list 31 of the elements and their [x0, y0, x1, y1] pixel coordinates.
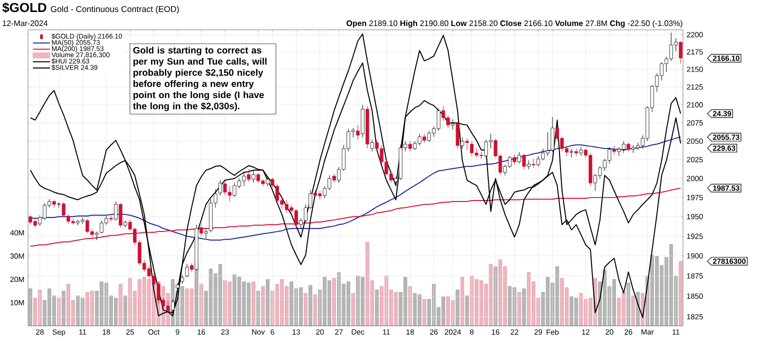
candlestick [370, 139, 374, 152]
candlestick [460, 137, 464, 149]
candlestick [114, 201, 118, 221]
candlestick [570, 148, 574, 158]
candlestick [218, 180, 222, 196]
candlestick [252, 170, 256, 183]
candlestick [579, 146, 583, 156]
candlestick [185, 264, 189, 278]
candlestick [204, 228, 208, 239]
candlestick [62, 202, 66, 217]
candlestick [408, 140, 412, 152]
candlestick [512, 154, 516, 166]
chart-subtitle: Gold - Continuous Contract (EOD) [50, 6, 179, 14]
candlestick [550, 116, 554, 152]
candlestick [678, 40, 682, 64]
chart-title: $GOLD [2, 2, 46, 13]
candlestick [118, 202, 122, 228]
candlestick [356, 124, 360, 140]
candlestick [451, 119, 455, 130]
annotation: Gold is starting to correct as per my Sun and Tue calls, will probably pierce $2,150 nicely before offering a new entry point on the long side (I have the long in the $2,030s). [133, 46, 266, 112]
candlestick [199, 224, 204, 237]
candlestick [176, 282, 180, 292]
candlestick [270, 177, 274, 188]
candlestick [246, 169, 250, 182]
candlestick [517, 152, 522, 164]
candlestick [109, 215, 113, 222]
candlestick [522, 153, 526, 170]
candlestick [465, 138, 469, 150]
candlestick [456, 122, 460, 149]
candlestick [532, 158, 536, 168]
candlestick [266, 176, 270, 186]
